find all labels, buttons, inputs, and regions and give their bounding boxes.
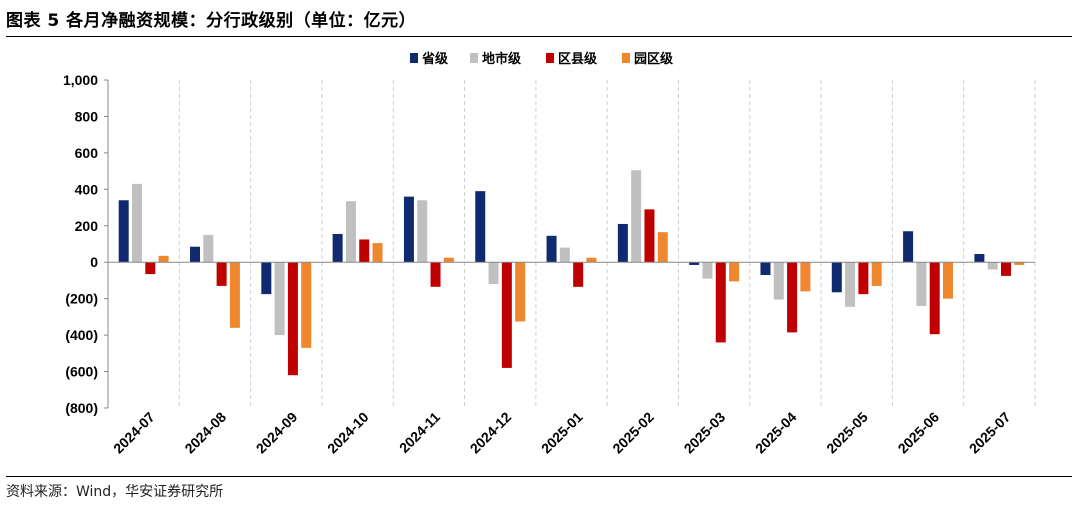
x-tick-label: 2024-12 [467,409,515,457]
bar [158,255,169,263]
bar [443,257,454,263]
x-tick-label: 2025-07 [966,409,1014,457]
bar [702,262,713,279]
bar [903,231,914,263]
bar [657,232,668,263]
bar [831,262,842,293]
y-tick-label: 800 [75,108,99,124]
x-tick-label: 2025-03 [681,409,729,457]
bar [729,262,740,282]
bar [229,262,240,328]
bar [586,257,597,263]
bar [417,200,428,263]
legend-swatch [410,53,418,63]
legend-label: 区县级 [558,51,598,67]
bar [845,262,856,307]
bar [203,234,214,263]
bar [916,262,927,306]
bar [974,254,985,263]
chart-title: 图表 5 各月净融资规模：分行政级别（单位：亿元） [6,11,417,31]
footer-rule [6,476,1072,477]
x-tick-label: 2025-01 [538,409,586,457]
bar [372,243,383,263]
bar [403,196,414,263]
x-tick-label: 2024-10 [324,409,372,457]
bar [1014,262,1025,265]
title-rule [6,36,1072,37]
y-tick-label: (800) [65,400,98,416]
y-tick-label: (600) [65,364,98,380]
legend-label: 园区级 [634,51,674,67]
bar [216,262,227,286]
bar [787,262,798,333]
bar [145,262,156,275]
y-tick-label: 0 [90,254,98,270]
bar-chart: (800) (600) (400) (200) 0 200 400 600 800 1,000 20… [63,51,1036,457]
y-tick-label: 200 [75,218,99,234]
y-tick-label: (200) [65,291,98,307]
bar [190,246,201,263]
bar [301,262,312,348]
bar [559,247,570,263]
bar [871,262,882,286]
bar [546,235,557,263]
legend-label: 省级 [421,51,449,67]
bar [332,233,343,263]
y-tick-label: (400) [65,327,98,343]
legend-swatch [546,53,554,63]
bar [287,262,298,376]
x-tick-label: 2025-04 [752,409,800,457]
bar [987,262,998,270]
bar [118,200,129,263]
legend-label: 地市级 [482,51,522,67]
source-note: 资料来源：Wind，华安证券研究所 [6,484,224,500]
bar [1000,262,1011,276]
bar [715,262,726,343]
bar [274,262,285,336]
x-tick-label: 2025-05 [823,409,871,457]
x-tick-label: 2025-06 [895,409,943,457]
bar [515,262,526,322]
bar [644,209,655,263]
bar [573,262,584,287]
bar [475,191,486,263]
bar [760,262,771,275]
x-tick-label: 2024-09 [253,409,301,457]
bar [501,262,512,368]
x-tick-label: 2024-08 [181,409,229,457]
bar [359,239,370,263]
bar [942,262,953,299]
bar [631,170,642,263]
bar [929,262,940,335]
y-tick-label: 600 [75,145,99,161]
bar [689,262,700,265]
legend-swatch [470,53,478,63]
bar [261,262,272,295]
bar [858,262,869,295]
bar [617,223,628,263]
bar [430,262,441,287]
bar [132,183,143,263]
bar [345,201,356,263]
y-tick-label: 1,000 [63,72,98,88]
bar [773,262,784,300]
bar [488,262,499,285]
y-tick-label: 400 [75,181,99,197]
x-tick-label: 2024-11 [396,409,443,456]
x-tick-label: 2024-07 [110,409,158,457]
x-tick-label: 2025-02 [609,409,657,457]
bar [800,262,811,292]
legend-swatch [622,53,630,63]
